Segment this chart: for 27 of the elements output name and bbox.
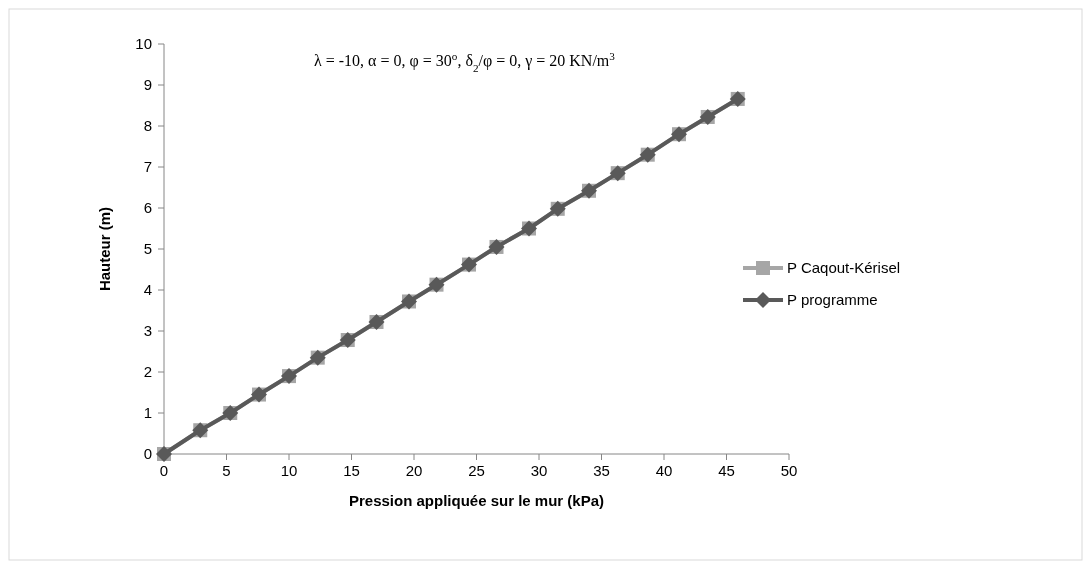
legend-label: P programme <box>787 291 878 308</box>
y-tick-label: 6 <box>143 199 152 216</box>
x-axis-title: Pression appliquée sur le mur (kPa) <box>348 492 605 509</box>
y-tick-label: 7 <box>143 158 152 175</box>
x-tick-label: 25 <box>468 462 485 479</box>
y-tick-label: 3 <box>143 322 152 339</box>
x-tick-label: 10 <box>280 462 298 479</box>
legend-label: P Caqout-Kérisel <box>787 259 901 276</box>
y-tick-label: 8 <box>143 117 152 134</box>
x-tick-label: 40 <box>655 462 673 479</box>
y-tick-label: 0 <box>143 445 152 462</box>
x-tick-label: 15 <box>343 462 360 479</box>
y-tick-label: 9 <box>143 76 152 93</box>
x-tick-label: 30 <box>530 462 548 479</box>
x-tick-label: 5 <box>222 462 231 479</box>
x-tick-label: 35 <box>593 462 610 479</box>
y-tick-label: 10 <box>135 35 152 52</box>
y-tick-label: 2 <box>143 363 152 380</box>
x-tick-label: 20 <box>405 462 423 479</box>
y-axis-title: Hauteur (m) <box>96 206 113 292</box>
x-tick-label: 45 <box>718 462 735 479</box>
annotation: λ = -10, α = 0, φ = 30$^{o}$, δ$_{2}$/φ = 0, γ = 20 KN/m$^{3}$ <box>314 50 616 74</box>
y-tick-label: 5 <box>143 240 152 257</box>
y-tick-label: 4 <box>143 281 152 298</box>
x-tick-label: 0 <box>159 462 169 479</box>
y-tick-label: 1 <box>143 404 152 421</box>
x-tick-label: 50 <box>780 462 798 479</box>
